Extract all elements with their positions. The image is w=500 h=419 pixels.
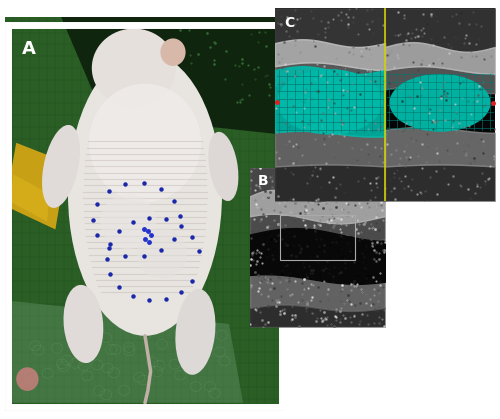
Ellipse shape xyxy=(208,132,238,201)
Ellipse shape xyxy=(64,285,104,363)
Polygon shape xyxy=(5,300,243,403)
Ellipse shape xyxy=(277,69,383,134)
Bar xyxy=(280,215,355,260)
Ellipse shape xyxy=(176,289,216,375)
Ellipse shape xyxy=(16,367,38,391)
Text: A: A xyxy=(22,40,36,58)
Ellipse shape xyxy=(160,39,186,66)
Ellipse shape xyxy=(89,84,201,202)
Text: C: C xyxy=(284,16,294,30)
FancyBboxPatch shape xyxy=(19,28,290,419)
Polygon shape xyxy=(5,143,66,230)
Polygon shape xyxy=(61,17,285,135)
Ellipse shape xyxy=(100,194,156,249)
Ellipse shape xyxy=(136,228,187,279)
Polygon shape xyxy=(10,174,50,222)
Text: B: B xyxy=(258,174,268,188)
Ellipse shape xyxy=(68,52,222,336)
Ellipse shape xyxy=(92,28,176,107)
Ellipse shape xyxy=(390,74,490,132)
Ellipse shape xyxy=(42,125,80,208)
